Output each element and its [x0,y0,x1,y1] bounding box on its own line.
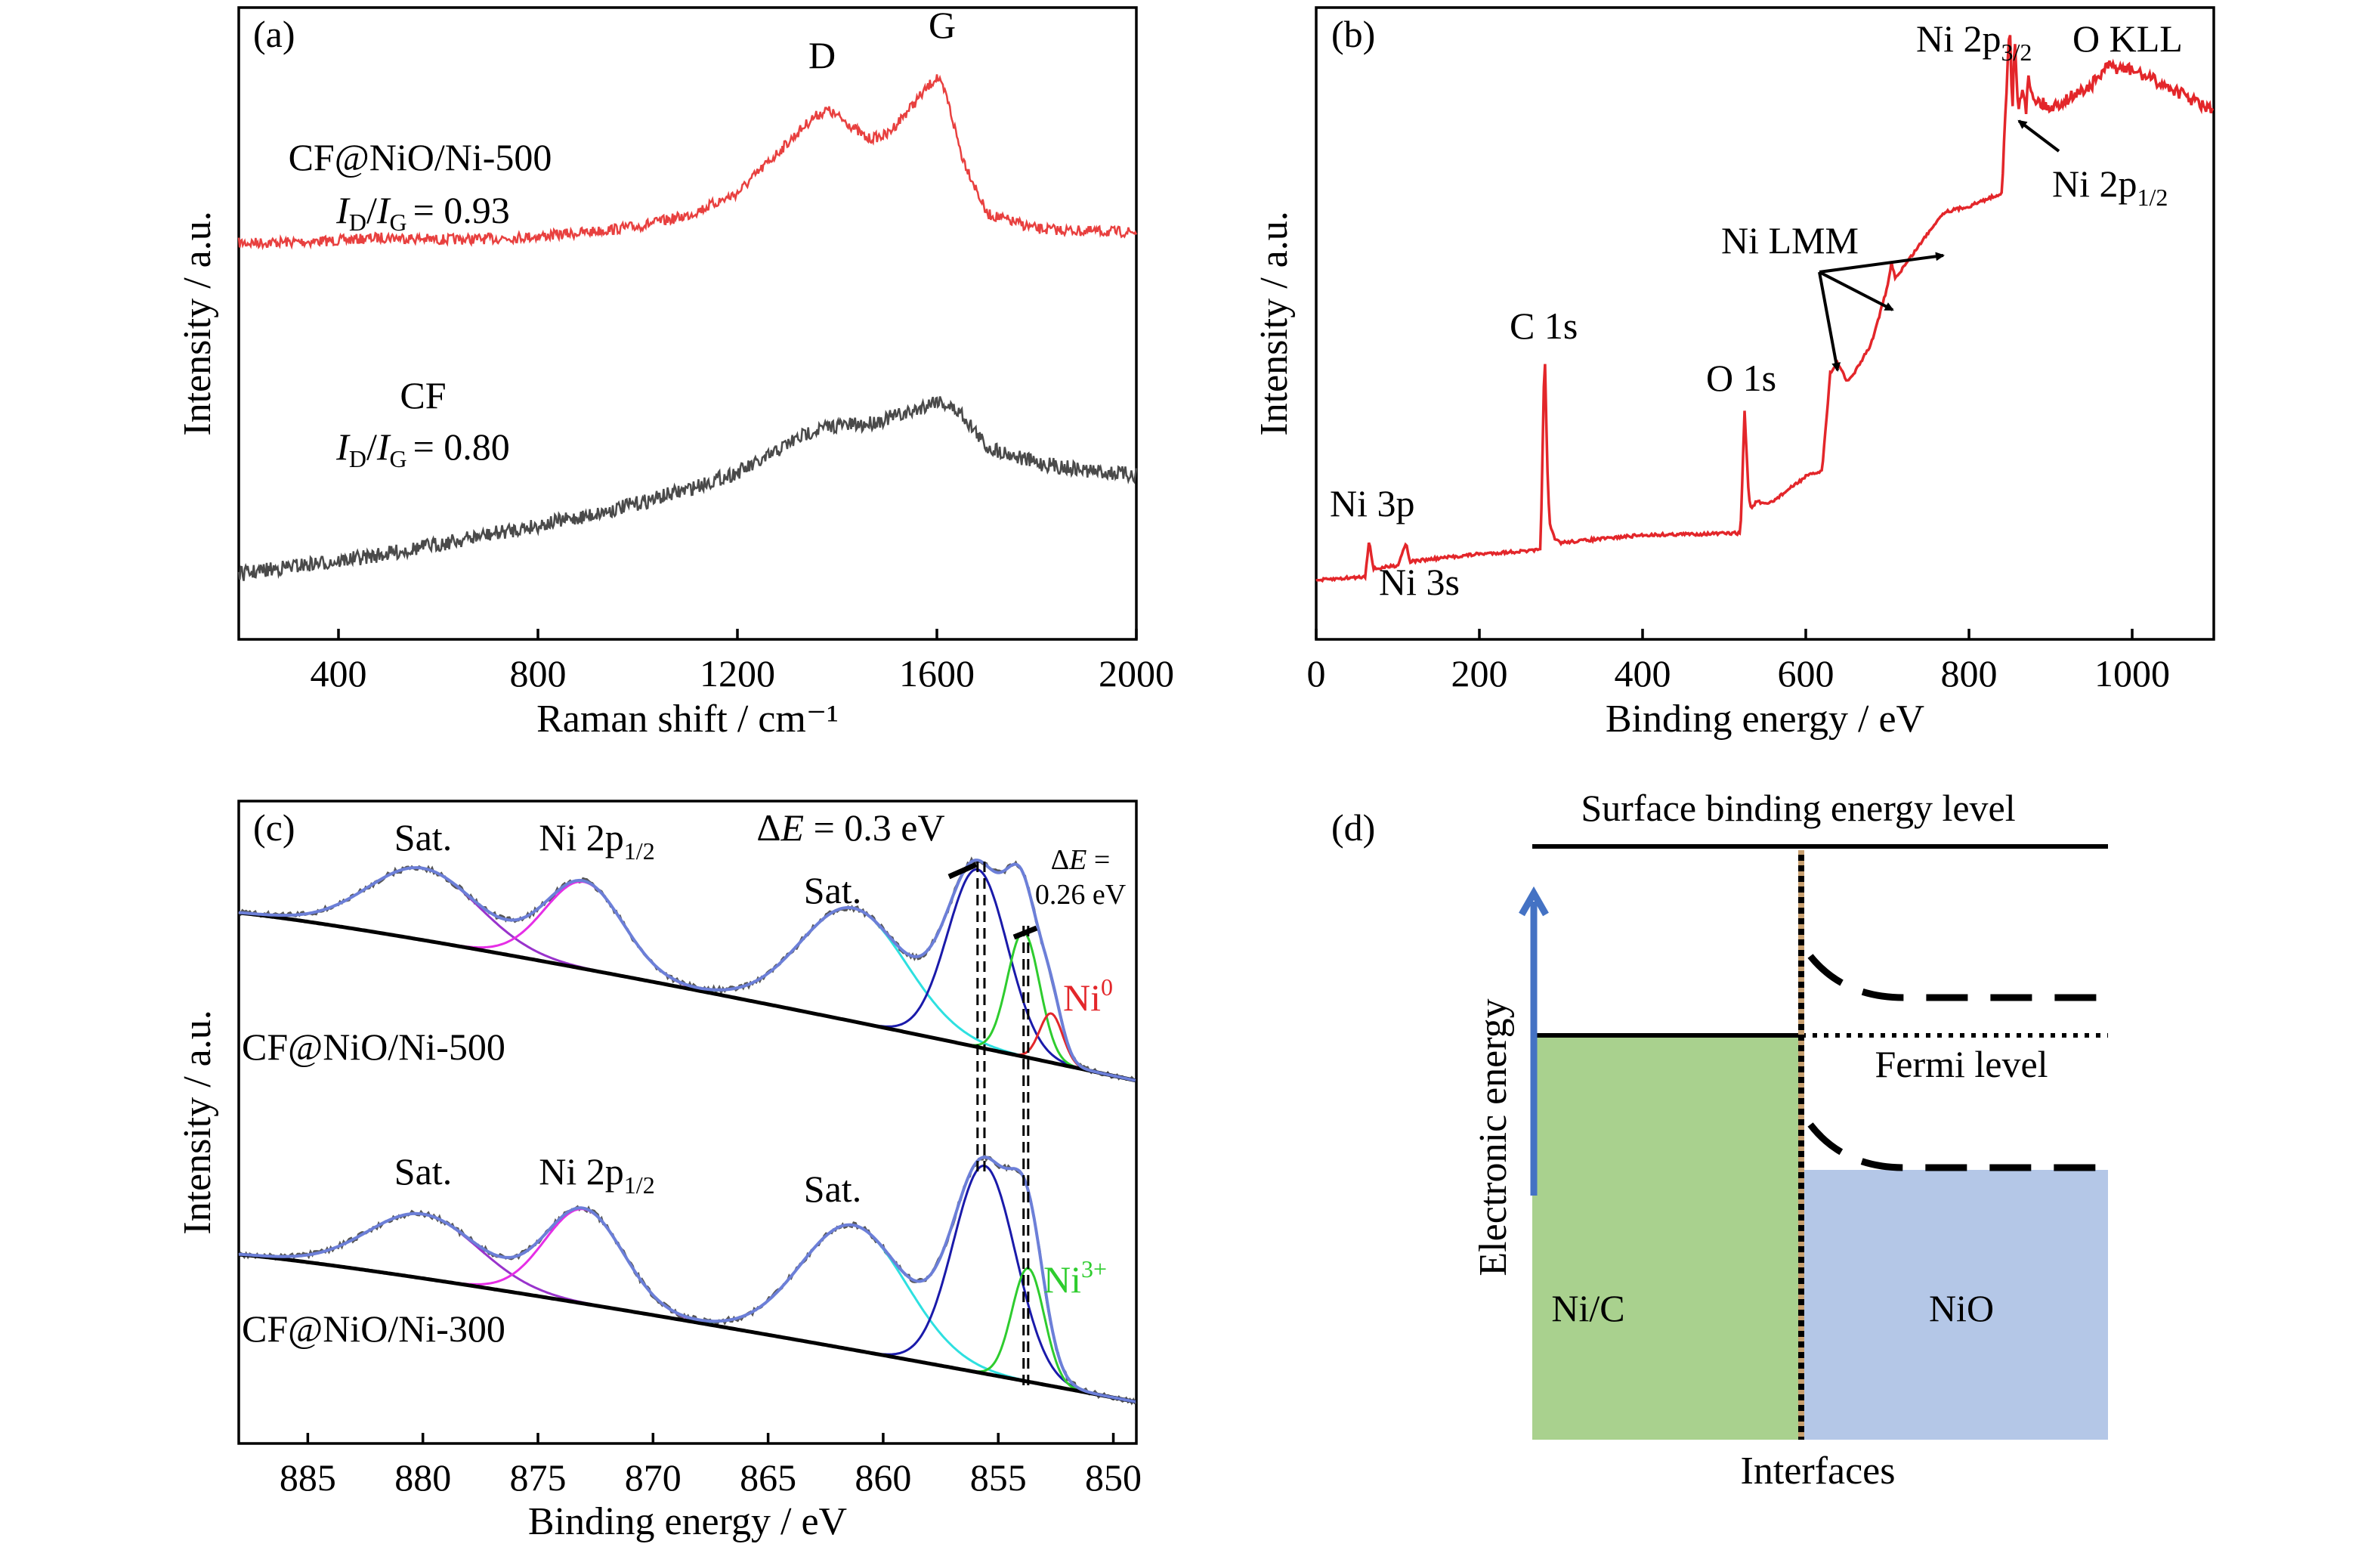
panel-b: (b) 0 200 400 600 800 1000 Binding energy / e… [1253,6,2215,741]
peak-label-d: D [808,34,836,76]
peak-label-g: G [929,4,956,46]
panel-c-y-label: Intensity / a.u. [176,1010,219,1235]
ni-c-label: Ni/C [1551,1287,1624,1329]
panel-b-tick-label-0: 0 [1307,652,1326,695]
panel-c: (c) 885 880 875 870 865 860 855 850 Binding ene… [176,800,1142,1543]
arrow-ni-lmm-1 [1818,271,1841,372]
species-label-ni0: Ni0 [1063,973,1113,1019]
peak-label-ni-3p: Ni 3p [1330,482,1415,524]
panel-c-x-label: Binding energy / eV [528,1500,847,1543]
panel-c-frame [237,800,1138,1445]
panel-b-series-survey [1315,35,2215,583]
panel-a-series [237,74,1138,581]
panel-a-tick-label-2000: 2000 [1099,652,1174,695]
panel-b-series [1315,35,2215,583]
fermi-level-label: Fermi level [1875,1043,2048,1085]
panel-c-tick-label-850: 850 [1085,1456,1142,1499]
panel-c-shift-bar-2 [1012,925,1038,940]
panel-b-frame [1315,6,2215,641]
peak-label-ni-3s: Ni 3s [1379,561,1460,603]
panel-a-series-1 [237,396,1138,581]
panel-b-tick-label-800: 800 [1941,652,1998,695]
panel-c-component-500-2-0 [678,906,1029,1059]
panel-b-tick-label-200: 200 [1451,652,1508,695]
panel-a-tick-label-400: 400 [311,652,367,695]
panel-a-frame [237,6,1138,641]
surface-binding-energy-label: Surface binding energy level [1581,787,2015,829]
species-label-ni3: Ni3+ [1043,1255,1107,1301]
delta-e2-label-line2: 0.26 eV [1035,879,1127,911]
panel-c-tick-label-865: 865 [740,1456,796,1499]
peak-label-ni2p12-300: Ni 2p1/2 [539,1150,654,1199]
panel-a: (a) 400 800 1200 1600 2000 Raman shift / cm⁻… [176,4,1174,741]
panel-c-letter: (c) [253,806,295,849]
peak-label-sat-500-1: Sat. [394,816,452,859]
panel-a-letter: (a) [253,13,295,55]
peak-label-sat-500-2: Sat. [804,869,861,911]
peak-label-c-1s: C 1s [1510,305,1578,347]
panel-c-x-axis: 885 880 875 870 865 860 855 850 [280,1433,1142,1499]
panel-b-tick-label-400: 400 [1615,652,1671,695]
panel-c-tick-label-885: 885 [280,1456,336,1499]
panel-c-background-300 [238,1252,1136,1404]
panel-a-x-label: Raman shift / cm⁻¹ [536,698,839,741]
peak-label-ni-2p32: Ni 2p3/2 [1916,17,2032,66]
ni-c-block [1532,1035,1801,1440]
energy-arrow-head [1519,886,1549,917]
panel-b-y-label: Intensity / a.u. [1253,211,1296,436]
peak-label-sat-300-2: Sat. [804,1168,861,1210]
delta-e-label: ΔE = 0.3 eV [756,806,944,849]
nio-label: NiO [1929,1287,1994,1329]
arrow-ni-lmm-2 [1819,271,1894,311]
panel-c-tick-label-880: 880 [394,1456,451,1499]
arrow-ni-lmm-3 [1819,252,1945,274]
panel-c-series [237,856,1137,1406]
panel-b-tick-label-1000: 1000 [2094,652,2170,695]
panel-a-x-axis: 400 800 1200 1600 2000 [311,629,1174,695]
electronic-energy-label: Electronic energy [1472,998,1515,1276]
panel-c-shift-bar-1 [947,862,978,880]
interfaces-label: Interfaces [1741,1450,1896,1493]
panel-a-tick-label-1200: 1200 [700,652,775,695]
peak-label-sat-300-1: Sat. [394,1150,452,1193]
panel-c-tick-label-855: 855 [970,1456,1027,1499]
peak-label-ni-lmm: Ni LMM [1721,219,1859,261]
band-bending-upper [1807,954,2108,1001]
series-label-cf-nio-ni-500-c: CF@NiO/Ni-500 [242,1026,505,1068]
panel-c-tick-label-860: 860 [855,1456,911,1499]
panel-c-envelope-300 [238,1156,1136,1403]
peak-label-ni-2p12: Ni 2p1/2 [2052,162,2168,211]
panel-a-tick-label-800: 800 [510,652,567,695]
panel-b-letter: (b) [1331,13,1375,55]
panel-c-envelope-500 [238,859,1136,1082]
peak-label-o-1s: O 1s [1706,357,1776,399]
panel-b-x-axis: 0 200 400 600 800 1000 [1307,629,2170,695]
panel-c-component-300-0-0 [249,1212,597,1307]
panel-a-tick-label-1600: 1600 [899,652,975,695]
panel-d-letter: (d) [1331,806,1375,849]
arrow-ni-2p12 [2017,119,2060,153]
panel-a-series-0 [237,74,1138,251]
peak-label-ni2p12-500: Ni 2p1/2 [539,816,654,865]
panel-c-tick-label-870: 870 [625,1456,682,1499]
panel-c-tick-label-875: 875 [510,1456,567,1499]
nio-block [1801,1170,2108,1440]
ratio-label-cf: ID/IG = 0.80 [335,425,510,472]
series-label-cf-nio-ni-300-c: CF@NiO/Ni-300 [242,1307,505,1350]
panel-b-x-label: Binding energy / eV [1606,698,1924,741]
panel-d: (d) Surface binding energy level Fermi l… [1331,787,2108,1493]
series-label-cf-nio-ni-500: CF@NiO/Ni-500 [289,136,552,178]
panel-c-background-500 [238,911,1136,1083]
series-label-cf: CF [400,374,446,416]
panel-a-y-label: Intensity / a.u. [176,211,219,436]
panel-c-raw-300 [238,1151,1137,1406]
delta-e2-label-line1: ΔE = [1051,844,1111,876]
panel-b-tick-label-600: 600 [1778,652,1834,695]
panel-c-component-300-2-0 [676,1224,1031,1383]
band-bending-lower [1807,1122,2108,1171]
ratio-label-500: ID/IG = 0.93 [335,189,510,236]
peak-label-o-kll: O KLL [2072,17,2183,60]
